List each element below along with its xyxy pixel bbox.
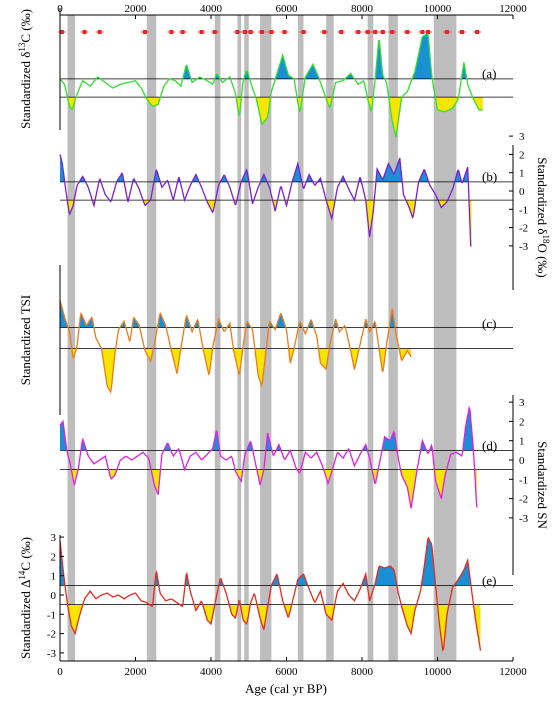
panel-tag-0: (a): [482, 66, 496, 81]
gray-band-1: [146, 15, 157, 661]
panel-tag-1: (b): [482, 169, 497, 184]
y-tick-label-4-3: 3: [51, 532, 57, 544]
below-fill-3: [72, 469, 477, 509]
y-tick-label-4--1: -1: [47, 609, 56, 621]
series-line-2: [59, 300, 412, 394]
x-tick-label-bottom-8000: 8000: [351, 666, 374, 678]
panel-d: (d): [59, 405, 513, 509]
y-tick-label-4--2: -2: [47, 629, 56, 641]
gray-band-6: [297, 15, 304, 661]
panel-c: (c): [59, 300, 513, 394]
y-tick-label-1--1: -1: [519, 204, 528, 216]
x-tick-label-bottom-12000: 12000: [499, 666, 527, 678]
below-fill-4: [68, 604, 481, 651]
y-tick-label-3--2: -2: [519, 494, 528, 506]
x-tick-label-top-8000: 8000: [351, 3, 374, 15]
above-fill-2: [60, 300, 395, 328]
panel-b: (b): [59, 154, 513, 247]
panel-e: (e): [59, 536, 513, 652]
panels: (a) (b) (c) (d) (e): [59, 32, 513, 652]
series-line-4: [59, 536, 482, 652]
below-fill-2: [72, 348, 412, 392]
above-fill-0: [97, 33, 467, 79]
gray-band-7: [326, 15, 334, 661]
panel-a: (a): [59, 32, 513, 138]
gray-band-3: [237, 15, 242, 661]
x-tick-label-top-2000: 2000: [125, 3, 148, 15]
panel-tag-3: (d): [482, 438, 497, 453]
y-tick-label-4--3: -3: [47, 648, 57, 660]
y-tick-label-3-3: 3: [519, 397, 525, 409]
gray-band-9: [388, 15, 398, 661]
x-tick-label-top-4000: 4000: [200, 3, 223, 15]
series-line-3: [59, 405, 478, 509]
x-tick-label-top-6000: 6000: [276, 3, 299, 15]
gray-band-8: [367, 15, 374, 661]
series-line-1: [59, 154, 472, 247]
x-tick-label-top-10000: 10000: [424, 3, 452, 15]
y-axis-title-3: Standardized SN: [535, 441, 550, 529]
y-axis-title-2: Standardized TSI: [18, 295, 33, 385]
gray-band-4: [244, 15, 249, 661]
y-tick-label-4-0: 0: [51, 590, 57, 602]
above-fill-4: [60, 537, 471, 586]
above-fill-1: [60, 154, 468, 182]
series-line-0: [59, 32, 483, 138]
gray-band-2: [214, 15, 221, 661]
y-tick-label-1--2: -2: [519, 223, 528, 235]
x-tick-label-bottom-0: 0: [57, 666, 63, 678]
x-tick-label-bottom-6000: 6000: [276, 666, 299, 678]
event-markers: [57, 30, 482, 34]
y-tick-label-1-1: 1: [519, 168, 525, 180]
y-tick-label-4-1: 1: [51, 571, 57, 583]
y-tick-label-1--3: -3: [519, 241, 529, 253]
y-axis-title-1: Standardized δ18O (‰): [535, 157, 551, 278]
gray-bands: [67, 15, 457, 661]
x-tick-label-bottom-4000: 4000: [200, 666, 223, 678]
x-tick-label-top-0: 0: [57, 3, 63, 15]
y-tick-label-3-1: 1: [519, 436, 525, 448]
panel-tag-2: (c): [482, 316, 496, 331]
y-axis-title-4: Standardized Δ14C (‰): [17, 537, 33, 659]
y-tick-label-4-2: 2: [51, 551, 57, 563]
y-tick-label-1-0: 0: [519, 186, 525, 198]
x-tick-label-bottom-10000: 10000: [424, 666, 452, 678]
y-tick-label-3-0: 0: [519, 455, 525, 467]
x-tick-label-bottom-2000: 2000: [125, 666, 148, 678]
y-tick-label-1-3: 3: [519, 131, 525, 143]
y-tick-label-3--1: -1: [519, 474, 528, 486]
gray-band-10: [433, 15, 457, 661]
y-axis-title-0: Standardized δ13C (‰): [17, 9, 33, 129]
below-fill-0: [67, 97, 483, 138]
y-tick-label-3--3: -3: [519, 513, 529, 525]
axes: Standardized δ13C (‰) -3 -2 -1 0 1 2 3 Standardi…: [17, 3, 551, 678]
below-fill-1: [67, 200, 472, 246]
y-tick-label-1-2: 2: [519, 149, 525, 161]
panel-tag-4: (e): [482, 573, 496, 588]
gray-band-5: [260, 15, 272, 661]
x-tick-label-top-12000: 12000: [499, 3, 527, 15]
gray-band-0: [67, 15, 76, 661]
y-tick-label-3-2: 2: [519, 416, 525, 428]
x-axis-title: Age (cal yr BP): [245, 681, 327, 696]
